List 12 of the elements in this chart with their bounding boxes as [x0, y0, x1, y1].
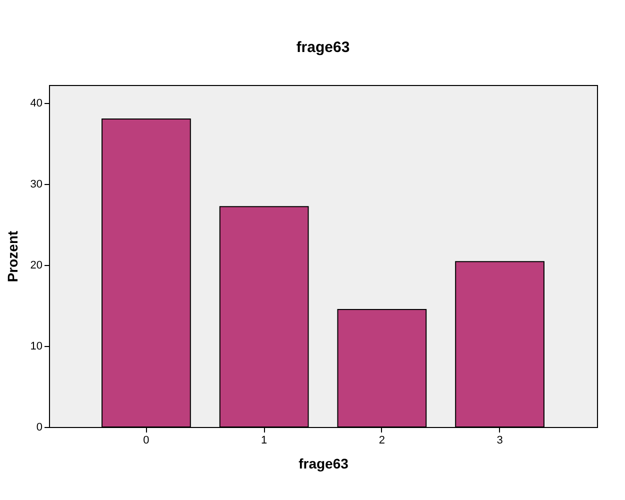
x-tick-label: 3	[496, 434, 503, 446]
y-tick-label: 20	[30, 259, 42, 272]
x-tick-label: 2	[378, 434, 385, 446]
x-axis-title: frage63	[298, 456, 349, 472]
y-tick-label: 10	[30, 340, 42, 352]
y-tick-label: 30	[30, 178, 42, 190]
x-tick-label: 1	[261, 434, 268, 446]
x-tick-label: 0	[143, 434, 150, 446]
chart-title: frage63	[296, 39, 350, 56]
y-tick-label: 0	[36, 422, 42, 434]
y-axis-title: Prozent	[4, 230, 20, 282]
y-tick-label: 40	[30, 97, 42, 110]
